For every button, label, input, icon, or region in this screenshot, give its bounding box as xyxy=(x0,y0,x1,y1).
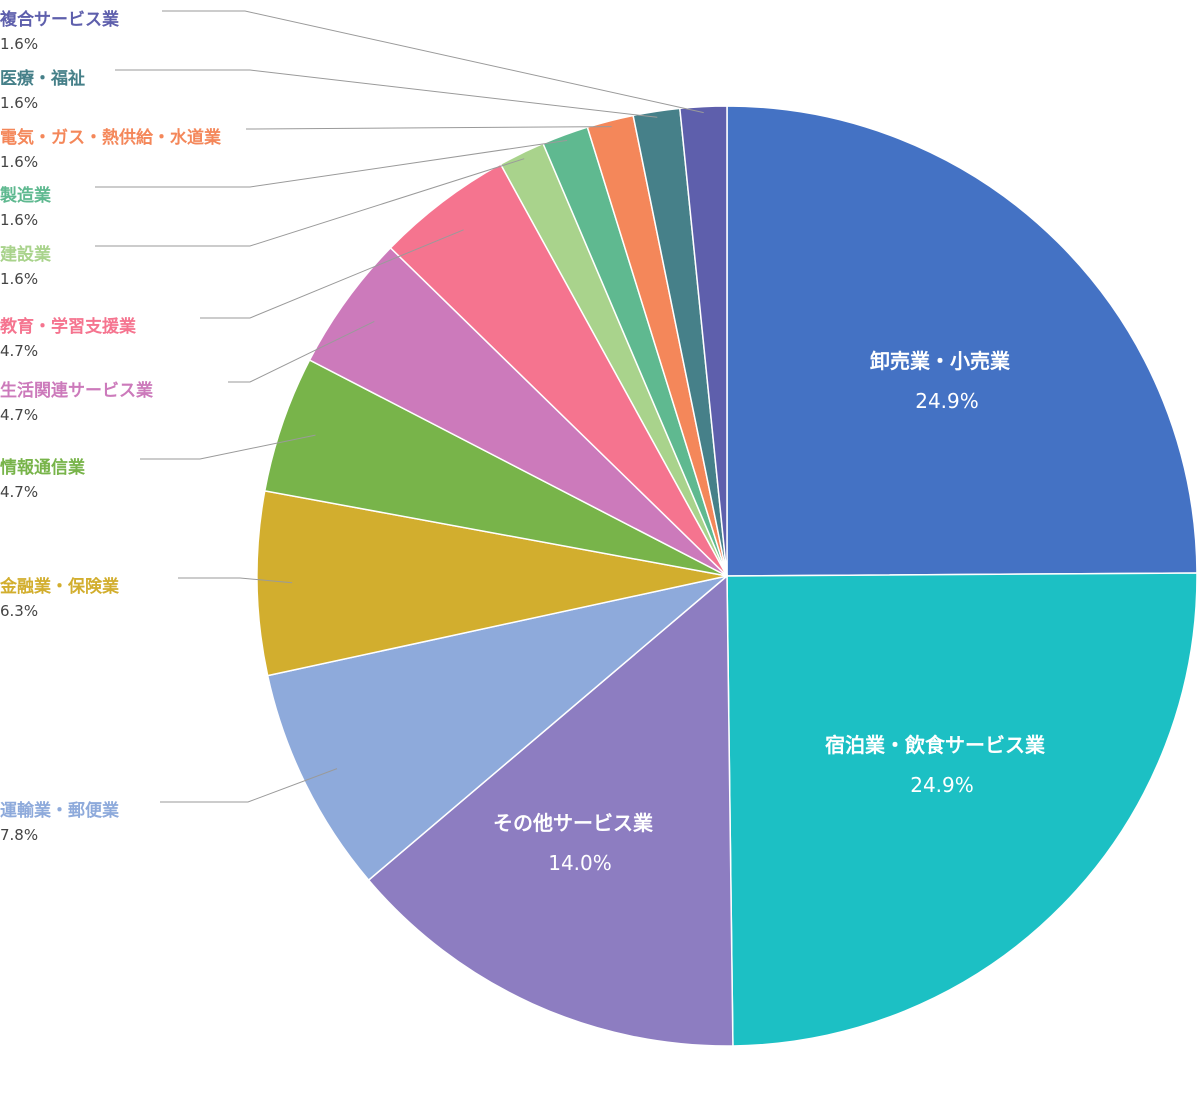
slice-11-leader-line xyxy=(115,69,658,118)
slice-5-label: 情報通信業 xyxy=(0,457,85,478)
slice-7-label: 教育・学習支援業 xyxy=(0,316,136,337)
slice-6-value: 4.7% xyxy=(0,406,38,424)
slice-2-label: その他サービス業 xyxy=(493,811,654,835)
pie-slices xyxy=(256,105,1198,1047)
slice-8-value: 1.6% xyxy=(0,270,38,288)
slice-3-value: 7.8% xyxy=(0,826,38,844)
slice-labels: 卸売業・小売業 24.9% 宿泊業・飲食サービス業 24.9% その他サービス業 14.0… xyxy=(0,9,1046,875)
slice-6-leader-line xyxy=(228,320,375,383)
slice-11-value: 1.6% xyxy=(0,94,38,112)
slice-6-label: 生活関連サービス業 xyxy=(0,380,153,401)
slice-7-value: 4.7% xyxy=(0,342,38,360)
slice-0-value: 24.9% xyxy=(915,389,979,413)
slice-4 xyxy=(256,489,728,677)
slice-4-leader-line xyxy=(178,577,293,584)
slice-5-value: 4.7% xyxy=(0,483,38,501)
slice-3-leader-line xyxy=(160,768,338,803)
slice-9-label: 製造業 xyxy=(0,185,51,206)
slice-10-label: 電気・ガス・熱供給・水道業 xyxy=(0,127,221,148)
slice-2-value: 14.0% xyxy=(548,851,612,875)
slice-9-value: 1.6% xyxy=(0,211,38,229)
slice-0 xyxy=(726,105,1198,577)
slice-0-label: 卸売業・小売業 xyxy=(870,349,1011,373)
slice-1-value: 24.9% xyxy=(910,773,974,797)
leader-lines xyxy=(95,10,704,803)
slice-8-leader-line xyxy=(95,158,525,247)
slice-2 xyxy=(367,574,734,1047)
slice-9-leader-line xyxy=(95,139,568,188)
slice-10-leader-line xyxy=(245,126,612,130)
slice-12-label: 複合サービス業 xyxy=(0,9,119,30)
slice-5-leader-line xyxy=(140,434,316,460)
slice-1 xyxy=(726,572,1198,1047)
slice-3 xyxy=(266,575,728,882)
slice-3-label: 運輸業・郵便業 xyxy=(0,800,119,821)
slice-8-label: 建設業 xyxy=(0,244,51,265)
slice-10-value: 1.6% xyxy=(0,153,38,171)
slice-12-leader-line xyxy=(162,10,704,114)
slice-12 xyxy=(679,105,728,577)
slice-12-value: 1.6% xyxy=(0,35,38,53)
slice-7-leader-line xyxy=(200,229,464,319)
slice-1-label: 宿泊業・飲食サービス業 xyxy=(825,733,1046,757)
slice-4-value: 6.3% xyxy=(0,602,38,620)
slice-11-label: 医療・福祉 xyxy=(0,68,85,89)
slice-4-label: 金融業・保険業 xyxy=(0,576,119,597)
